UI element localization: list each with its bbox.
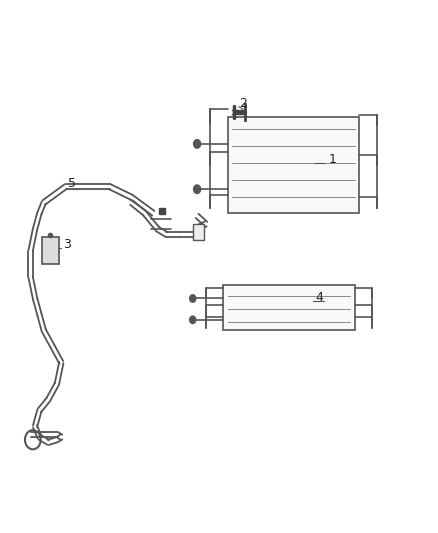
Text: 5: 5 — [68, 176, 76, 190]
Bar — [228, 117, 359, 213]
Bar — [42, 237, 59, 264]
Circle shape — [190, 295, 196, 302]
Circle shape — [194, 185, 201, 193]
Text: 1: 1 — [328, 152, 336, 166]
Circle shape — [190, 316, 196, 324]
Text: 4: 4 — [315, 291, 323, 304]
Bar — [223, 285, 355, 330]
Circle shape — [194, 140, 201, 148]
Text: 2: 2 — [239, 96, 247, 110]
Bar — [193, 224, 204, 240]
Text: 3: 3 — [64, 238, 71, 251]
